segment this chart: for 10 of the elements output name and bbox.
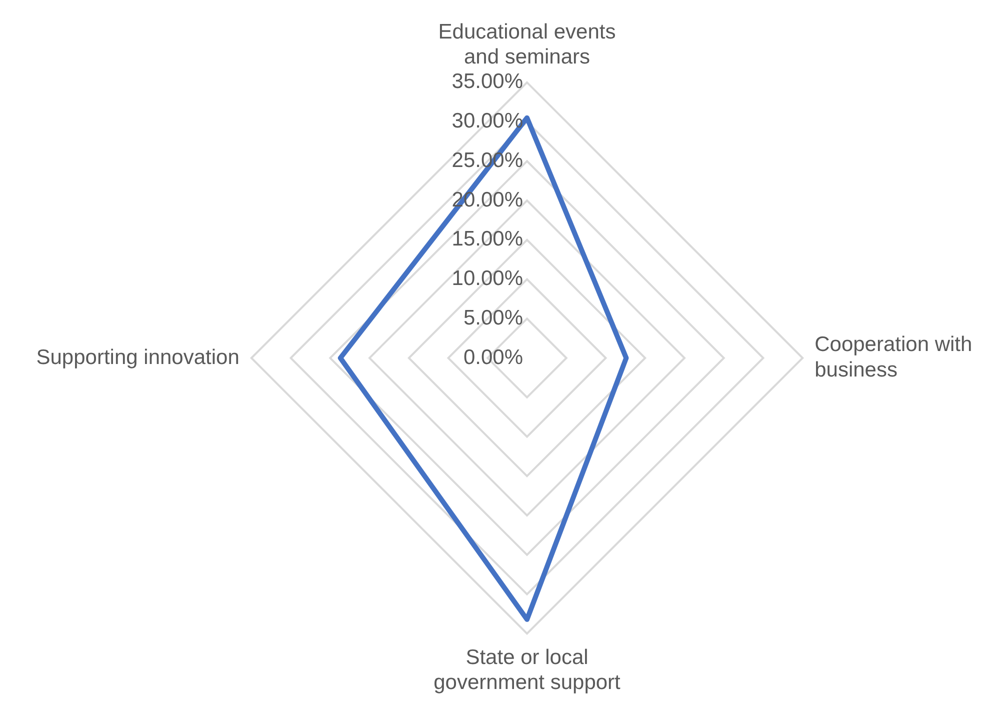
y-tick-label: 5.00% bbox=[463, 306, 523, 330]
spoke-label: Educational events and seminars bbox=[438, 20, 616, 69]
y-tick-label: 10.00% bbox=[452, 267, 523, 290]
y-tick-label: 15.00% bbox=[452, 228, 523, 251]
y-tick-label: 0.00% bbox=[463, 346, 523, 369]
y-tick-label: 30.00% bbox=[452, 110, 523, 133]
y-tick-label: 35.00% bbox=[452, 70, 523, 94]
spoke-label: Cooperation with business bbox=[814, 333, 972, 382]
spoke-label: State or local government support bbox=[434, 646, 621, 694]
spoke-label: Supporting innovation bbox=[36, 346, 240, 369]
